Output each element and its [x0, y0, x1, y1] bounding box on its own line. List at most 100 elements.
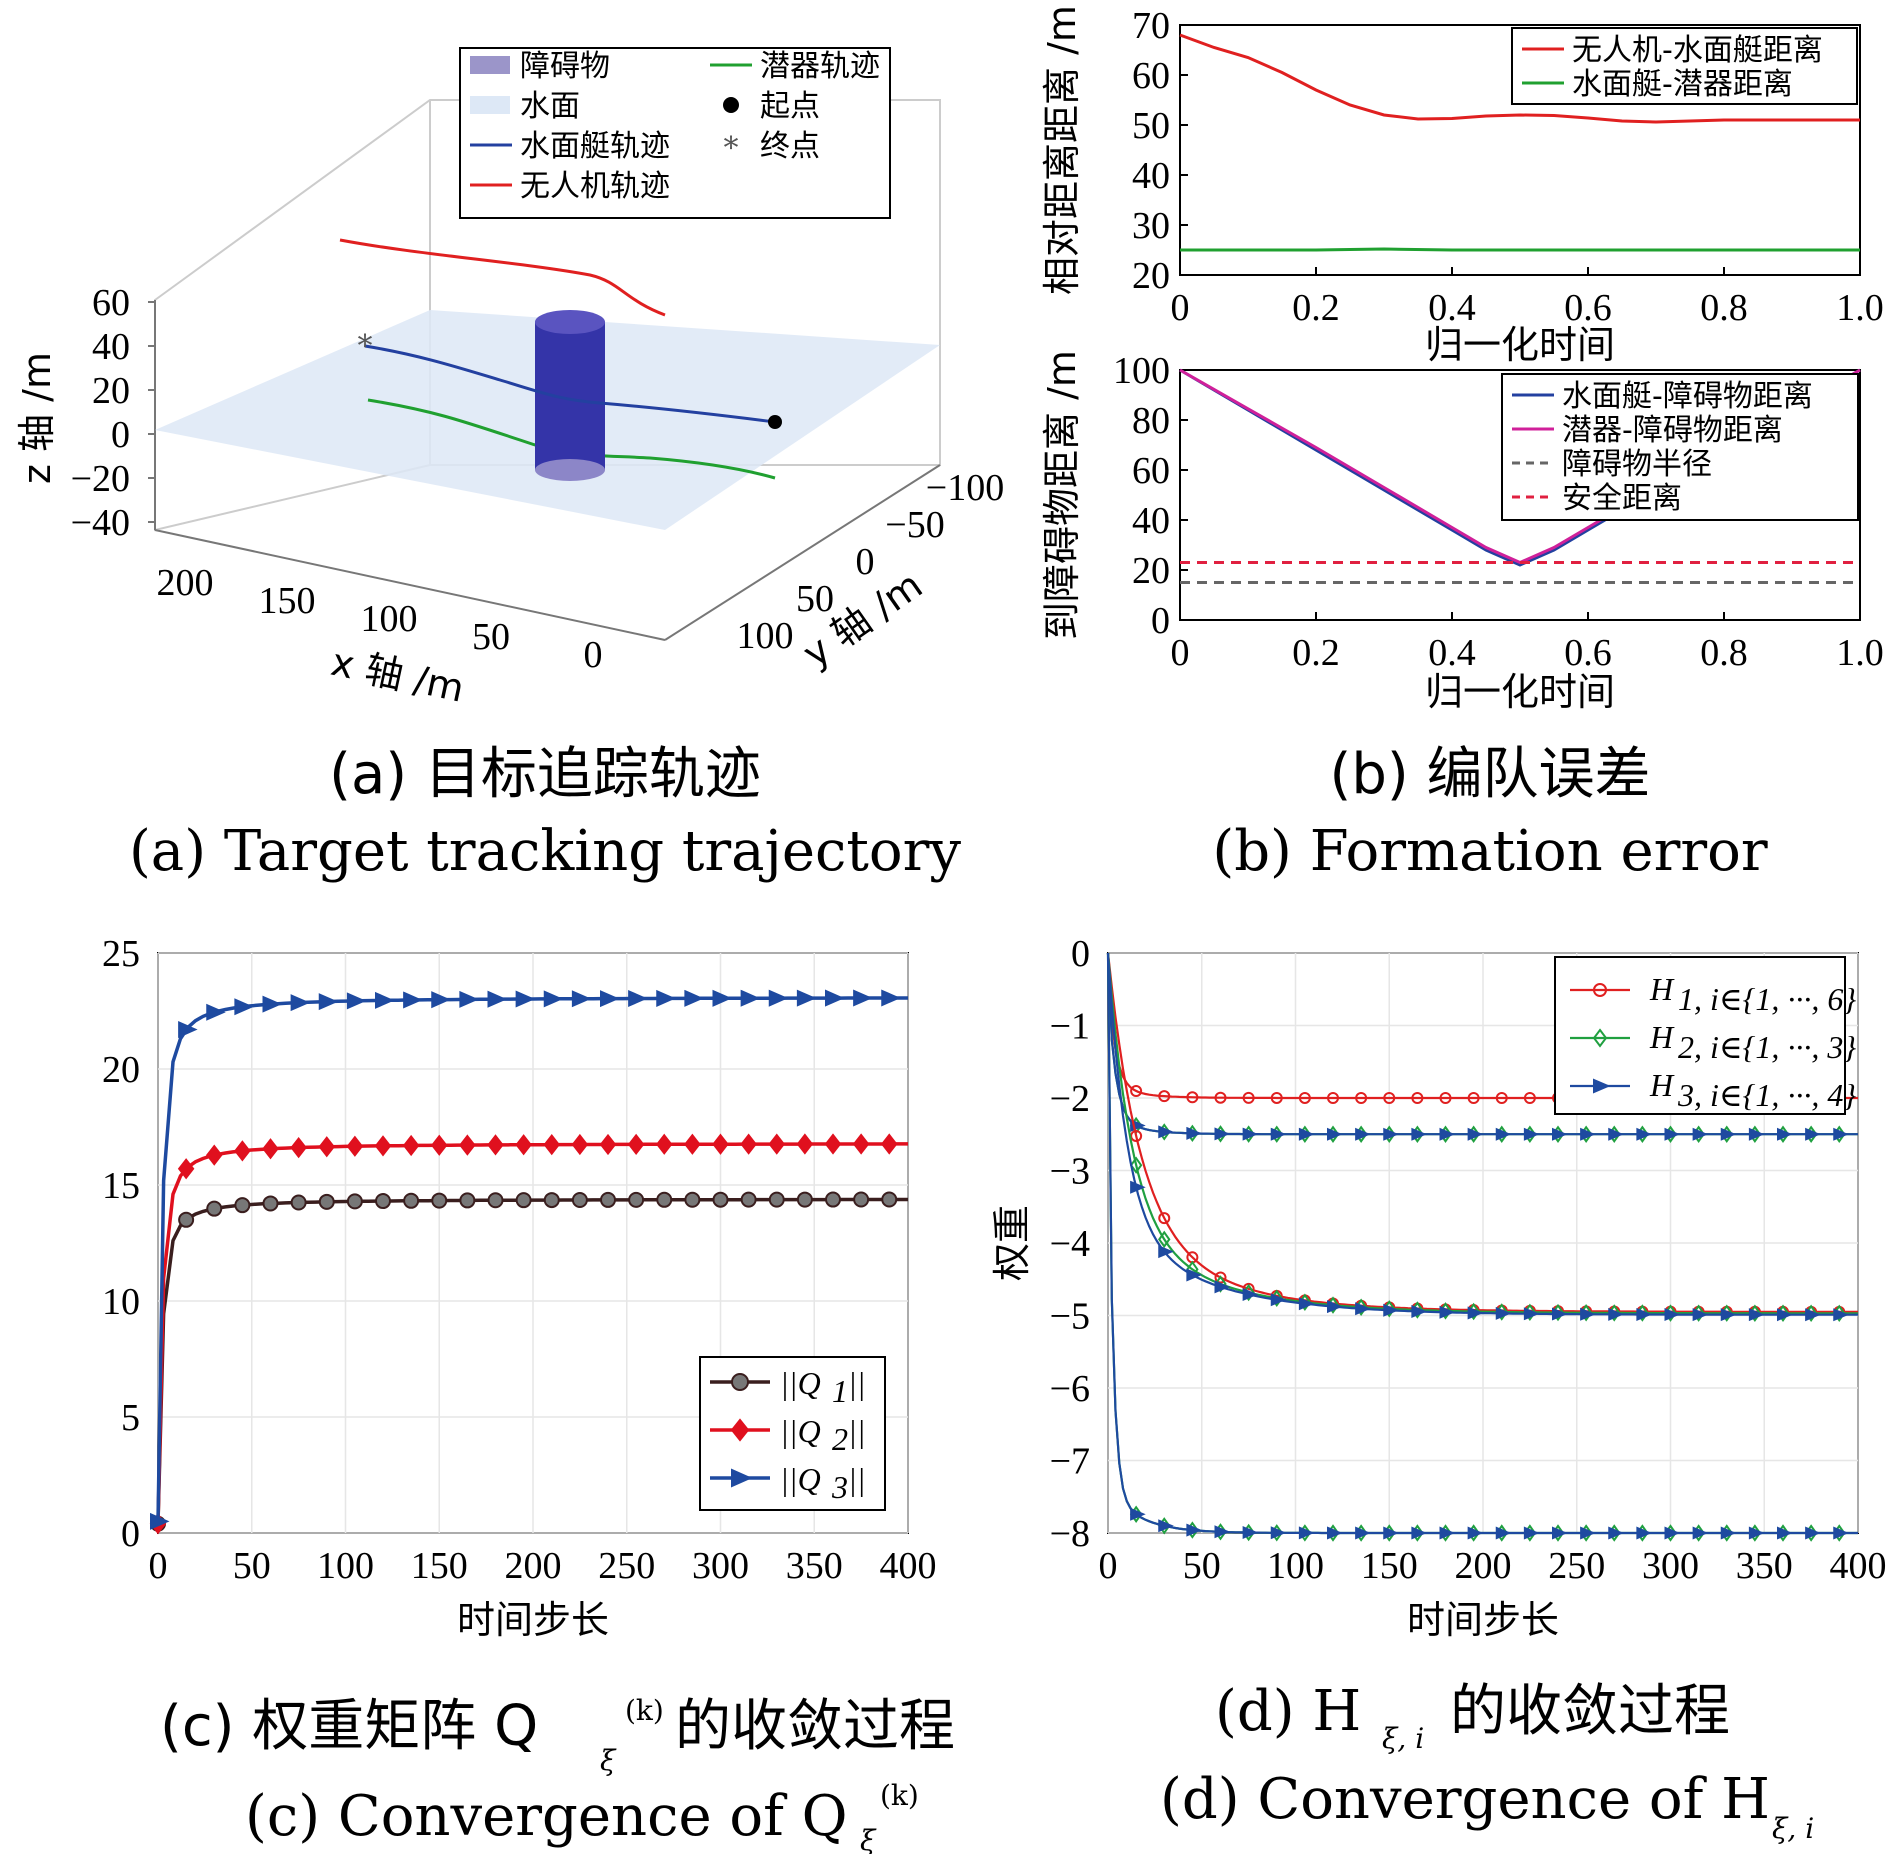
data-marker: [1129, 1156, 1143, 1174]
x-tick-label: 0.2: [1292, 632, 1340, 674]
data-marker: [431, 991, 451, 1009]
data-marker: [1664, 1526, 1681, 1540]
z-tick-label: 60: [92, 282, 130, 324]
data-marker: [234, 998, 254, 1016]
series-line: [1106, 952, 1858, 1313]
data-marker: [1439, 1127, 1456, 1141]
caption-b-cn: (b) 编队误差: [1329, 742, 1650, 807]
caption-c-sup: (k): [625, 1694, 664, 1727]
end-point-star: *: [358, 329, 373, 364]
data-marker: [1327, 1300, 1343, 1314]
data-marker: [1777, 1127, 1793, 1141]
data-marker: [402, 1134, 420, 1157]
data-marker: [1214, 1280, 1231, 1294]
obstacle-body: [535, 322, 605, 470]
data-marker: [1158, 1212, 1171, 1225]
data-marker: [515, 990, 536, 1008]
data-marker: [1298, 1297, 1315, 1311]
y-tick-label: 20: [1132, 255, 1170, 297]
x-tick-label: 150: [259, 580, 316, 622]
legend-label: 无人机-水面艇距离: [1572, 33, 1823, 68]
data-marker: [487, 990, 507, 1008]
legend-marker: [731, 1468, 753, 1488]
caption-d-cn-tail: 的收敛过程: [1450, 1679, 1730, 1744]
data-marker: [768, 989, 789, 1007]
data-marker: [1833, 1526, 1849, 1540]
x-tick-label: 100: [317, 1545, 374, 1587]
data-marker: [318, 1136, 336, 1158]
boat-trajectory: [364, 344, 776, 424]
data-marker: [459, 1192, 476, 1209]
y-tick-label: 30: [1132, 205, 1170, 247]
data-marker: [1242, 1127, 1259, 1141]
data-marker: [346, 1135, 364, 1157]
legend-tail: ||: [848, 1413, 866, 1449]
legend-label: ||Q: [780, 1413, 821, 1449]
legend-label: 潜器轨迹: [760, 49, 880, 84]
legend-marker: [1593, 983, 1607, 997]
y-tick-label: 80: [1132, 400, 1170, 442]
data-marker: [1327, 1127, 1343, 1141]
data-marker: [1355, 1091, 1368, 1104]
data-marker: [600, 1191, 616, 1208]
legend-label: 障碍物半径: [1562, 447, 1712, 482]
y-tick-label: −3: [1050, 1151, 1090, 1193]
data-marker: [1270, 1293, 1287, 1307]
uav-trajectory: [339, 238, 666, 317]
data-marker: [1495, 1526, 1512, 1540]
data-marker: [1748, 1526, 1765, 1540]
data-marker: [1608, 1307, 1624, 1321]
legend-sub: 1, i∈{1, ···, 6}: [1678, 981, 1856, 1017]
y-tick-label: 25: [102, 933, 140, 975]
data-marker: [628, 1191, 645, 1208]
data-marker: [571, 1133, 589, 1156]
y-tick-label: −100: [926, 467, 1004, 509]
data-marker: [1833, 1308, 1849, 1322]
x-tick-label: 0.4: [1428, 632, 1476, 674]
data-marker: [712, 1191, 729, 1208]
legend-label: 无人机轨迹: [520, 169, 670, 204]
data-marker: [1383, 1303, 1399, 1317]
data-marker: [1411, 1526, 1427, 1540]
obstacle-top: [535, 310, 605, 334]
x-tick-label: 300: [692, 1545, 749, 1587]
data-marker: [1130, 1507, 1146, 1521]
data-marker: [1552, 1526, 1568, 1540]
data-marker: [768, 1191, 785, 1208]
data-marker: [881, 1191, 898, 1208]
data-marker: [318, 1193, 335, 1210]
data-marker: [1833, 1127, 1849, 1141]
data-marker: [1214, 1127, 1231, 1141]
data-marker: [1467, 1127, 1484, 1141]
data-marker: [290, 994, 311, 1012]
x-tick-label: 200: [157, 562, 214, 604]
data-marker: [318, 993, 339, 1011]
data-marker: [740, 989, 761, 1007]
caption-c-cn-tail: 的收敛过程: [675, 1694, 955, 1759]
data-marker: [571, 990, 592, 1008]
x-tick-label: 150: [1361, 1545, 1418, 1587]
data-marker: [1580, 1526, 1596, 1540]
data-marker: [459, 1134, 476, 1156]
x-tick-label: 250: [598, 1545, 655, 1587]
data-marker: [1552, 1307, 1568, 1321]
x-tick-label: 150: [411, 1545, 468, 1587]
data-marker: [1777, 1308, 1793, 1322]
x-tick-label: 0.2: [1292, 287, 1340, 329]
data-marker: [1439, 1091, 1452, 1104]
legend-marker: [1592, 1028, 1608, 1048]
x-tick-label: 350: [1736, 1545, 1793, 1587]
y-tick-label: 15: [102, 1165, 140, 1207]
x-tick-label: 50: [233, 1545, 271, 1587]
legend-tail: ||: [848, 1461, 866, 1497]
data-marker: [1523, 1307, 1540, 1321]
x-tick-label: 250: [1548, 1545, 1605, 1587]
series-line: [1106, 952, 1858, 1315]
data-marker: [1411, 1091, 1424, 1104]
y-tick-label: −2: [1050, 1078, 1090, 1120]
legend-label: 水面艇-潜器距离: [1572, 67, 1793, 102]
legend-sub: 3: [831, 1469, 848, 1505]
data-marker: [543, 990, 564, 1008]
y-axis-line: [664, 464, 941, 641]
